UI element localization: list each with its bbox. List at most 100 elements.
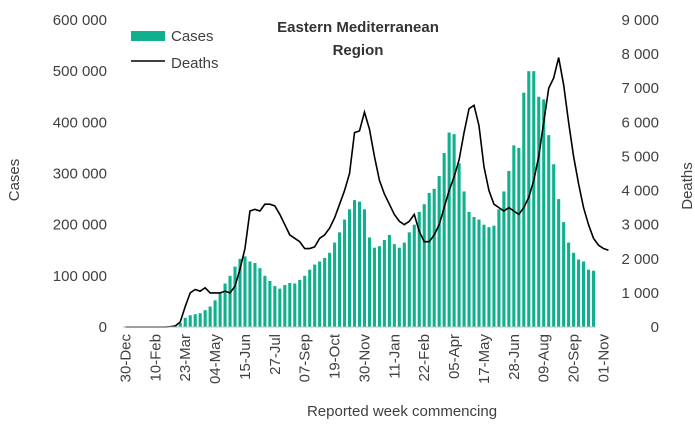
- cases-bar: [502, 191, 506, 327]
- cases-bar: [218, 293, 222, 327]
- left-y-tick-label: 500 000: [53, 63, 107, 80]
- cases-bar: [382, 240, 386, 327]
- left-y-tick-label: 400 000: [53, 114, 107, 131]
- x-tick-label: 17-May: [476, 334, 493, 385]
- cases-bar: [233, 266, 237, 327]
- cases-bar: [427, 192, 431, 327]
- cases-bar: [278, 288, 282, 328]
- x-tick-label: 23-Mar: [177, 334, 194, 382]
- cases-bar: [308, 269, 312, 327]
- chart-title-line-1: Eastern Mediterranean: [277, 19, 439, 36]
- right-y-tick-label: 4 000: [621, 183, 659, 200]
- legend-cases-label: Cases: [171, 28, 214, 45]
- left-y-tick-label: 200 000: [53, 217, 107, 234]
- x-tick-label: 09-Aug: [536, 334, 553, 382]
- plot-area: [123, 57, 609, 328]
- cases-bar: [258, 268, 262, 327]
- cases-bar: [338, 232, 342, 327]
- legend-cases-swatch: [131, 31, 165, 41]
- cases-bar: [492, 225, 496, 327]
- cases-bar: [298, 279, 302, 327]
- cases-bar: [198, 313, 202, 327]
- cases-bar: [482, 224, 486, 327]
- cases-bar: [343, 219, 347, 327]
- right-y-tick-label: 8 000: [621, 46, 659, 63]
- cases-bar: [357, 201, 362, 327]
- left-y-tick-label: 600 000: [53, 12, 107, 29]
- cases-bar: [591, 270, 596, 327]
- cases-bar: [223, 283, 227, 327]
- cases-bar: [552, 164, 556, 327]
- cases-bar: [472, 216, 476, 327]
- cases-bar: [293, 283, 297, 327]
- x-tick-label: 28-Jun: [506, 334, 523, 380]
- cases-bar: [537, 96, 541, 327]
- cases-bar: [452, 134, 456, 327]
- cases-bar: [402, 242, 406, 327]
- cases-bar: [412, 224, 416, 327]
- cases-bar: [323, 257, 327, 327]
- cases-bar: [318, 261, 322, 327]
- cases-bar: [407, 232, 411, 327]
- cases-bar: [417, 211, 421, 328]
- legend-deaths-label: Deaths: [171, 55, 219, 72]
- cases-bar: [213, 300, 217, 327]
- cases-bar: [203, 310, 207, 327]
- cases-bar: [387, 234, 391, 327]
- cases-bar: [477, 219, 481, 327]
- cases-bar: [333, 242, 337, 327]
- left-y-axis-title: Cases: [6, 159, 23, 202]
- x-tick-label: 11-Jan: [386, 334, 403, 379]
- cases-bar: [397, 247, 401, 327]
- x-tick-label: 22-Feb: [416, 334, 433, 382]
- cases-bar: [288, 283, 292, 327]
- cases-bar: [432, 188, 436, 327]
- cases-bar: [532, 71, 536, 327]
- right-y-axis-title: Deaths: [679, 162, 695, 210]
- cases-bar: [193, 314, 197, 327]
- right-y-tick-label: 2 000: [621, 251, 659, 268]
- left-y-axis-ticks: 0 100 000 200 000 300 000 400 000 500 000 600 …: [53, 12, 107, 336]
- cases-bar: [253, 263, 257, 327]
- cases-bar: [303, 275, 307, 327]
- right-y-tick-label: 9 000: [621, 12, 659, 29]
- right-y-tick-label: 6 000: [621, 114, 659, 131]
- legend: Cases Deaths: [131, 28, 219, 72]
- cases-bar: [507, 170, 511, 327]
- cases-bar: [447, 132, 451, 327]
- cases-bar: [437, 176, 441, 327]
- x-tick-label: 10-Feb: [147, 334, 164, 382]
- x-tick-label: 30-Dec: [117, 334, 134, 383]
- cases-bar: [442, 153, 446, 327]
- right-y-axis-ticks: 0 1 000 2 000 3 000 4 000 5 000 6 000 7 000 8 00…: [621, 12, 659, 336]
- cases-bar: [178, 322, 182, 327]
- x-tick-label: 05-Apr: [446, 334, 463, 379]
- cases-bar: [238, 258, 242, 327]
- cases-bar: [522, 92, 526, 327]
- cases-bar: [457, 163, 461, 327]
- cases-bar: [273, 286, 277, 327]
- cases-bar: [497, 209, 501, 327]
- left-y-tick-label: 0: [99, 319, 107, 336]
- left-y-tick-label: 100 000: [53, 268, 107, 285]
- x-axis-title: Reported week commencing: [307, 403, 497, 420]
- cases-bar: [188, 315, 192, 327]
- cases-bar: [567, 242, 571, 327]
- x-tick-label: 27-Jul: [267, 334, 284, 375]
- right-y-tick-label: 0: [651, 319, 659, 336]
- cases-bar: [352, 200, 357, 327]
- cases-bar: [542, 99, 546, 327]
- x-tick-label: 01-Nov: [595, 334, 612, 383]
- cases-bar: [183, 317, 187, 327]
- x-tick-label: 07-Sep: [297, 334, 314, 382]
- cases-bar: [577, 259, 581, 327]
- cases-bar: [248, 261, 252, 327]
- x-tick-label: 15-Jun: [237, 334, 254, 380]
- cases-bar: [283, 285, 287, 327]
- cases-bar: [586, 269, 591, 327]
- cases-bar: [367, 237, 371, 327]
- cases-bar: [208, 306, 212, 327]
- cases-bar: [313, 264, 317, 327]
- cases-bar: [268, 280, 272, 327]
